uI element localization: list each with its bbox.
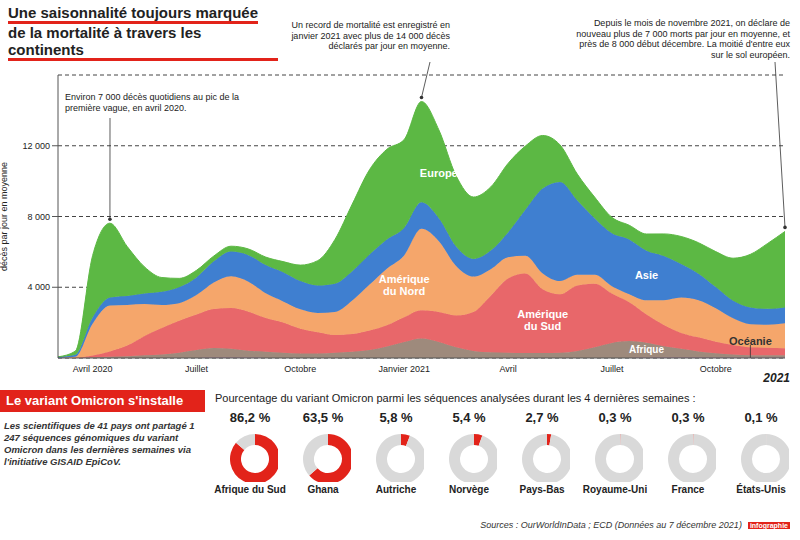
html-text:de la mortalité à travers les: de la mortalité à travers les continents [8, 24, 202, 58]
svg-text:Janvier 2021: Janvier 2021 [378, 364, 430, 374]
html-text:5,4 %: 5,4 % [452, 410, 486, 425]
svg-text:Octobre: Octobre [284, 364, 316, 374]
svg-text:Afrique: Afrique [629, 344, 664, 355]
html-text:Autriche: Autriche [375, 484, 417, 495]
html-text:5,8 %: 5,8 % [379, 410, 413, 425]
svg-text:12 000: 12 000 [22, 141, 50, 151]
svg-text:Juillet: Juillet [600, 364, 624, 374]
svg-text:Asie: Asie [635, 268, 658, 280]
svg-text:Amériquedu Nord: Amériquedu Nord [379, 273, 430, 297]
svg-text:4 000: 4 000 [27, 282, 50, 292]
html-text:63,5 %: 63,5 % [302, 410, 344, 425]
html-text:Pays-Bas: Pays-Bas [519, 484, 565, 495]
html-text:Ghana: Ghana [307, 484, 339, 495]
svg-text:Océanie: Océanie [729, 335, 772, 347]
html-text:Depuis le mois de novembre 202: Depuis le mois de novembre 2021, on décl… [576, 18, 790, 60]
svg-text:Avril 2020: Avril 2020 [73, 364, 113, 374]
html-text:Pourcentage du variant Omicron: Pourcentage du variant Omicron parmi les… [215, 392, 696, 404]
html-text:Sources : OurWorldInData ; ECD: Sources : OurWorldInData ; ECD (Données … [480, 520, 742, 530]
html-text:Afrique du Sud: Afrique du Sud [214, 484, 286, 495]
html-text:Le variant Omicron s'installe: Le variant Omicron s'installe [6, 393, 184, 408]
svg-text:Europe: Europe [420, 167, 458, 179]
svg-text:décès par jour en moyenne: décès par jour en moyenne [8, 162, 9, 271]
svg-text:8 000: 8 000 [27, 212, 50, 222]
html-text:infographie: infographie [749, 522, 788, 529]
svg-text:Juillet: Juillet [185, 364, 209, 374]
html-text:2,7 %: 2,7 % [525, 410, 559, 425]
html-text:Royaume-Uni: Royaume-Uni [582, 484, 648, 495]
svg-text:2021: 2021 [762, 371, 790, 385]
html-text:Une saisonnalité toujours marq: Une saisonnalité toujours marquée [8, 4, 259, 21]
html-text:Environ 7 000 décès quotidiens: Environ 7 000 décès quotidiens au pic de… [65, 92, 240, 113]
svg-text:Amériquedu Sud: Amériquedu Sud [517, 308, 568, 332]
html-text:0,3 %: 0,3 % [598, 410, 632, 425]
html-text:0,3 %: 0,3 % [671, 410, 705, 425]
html-text:86,2 %: 86,2 % [229, 410, 271, 425]
html-text:Norvège: Norvège [449, 484, 489, 495]
html-text:France: France [671, 484, 705, 495]
html-text:Un record de mortalité est enr: Un record de mortalité est enregistré en… [291, 20, 450, 51]
html-text:0,1 %: 0,1 % [744, 410, 778, 425]
svg-text:Octobre: Octobre [700, 364, 732, 374]
html-text:Les scientifiques de 41 pays o: Les scientifiques de 41 pays ont partagé… [4, 420, 195, 467]
svg-text:Avril: Avril [499, 364, 516, 374]
html-text:États-Unis: États-Unis [736, 484, 786, 495]
